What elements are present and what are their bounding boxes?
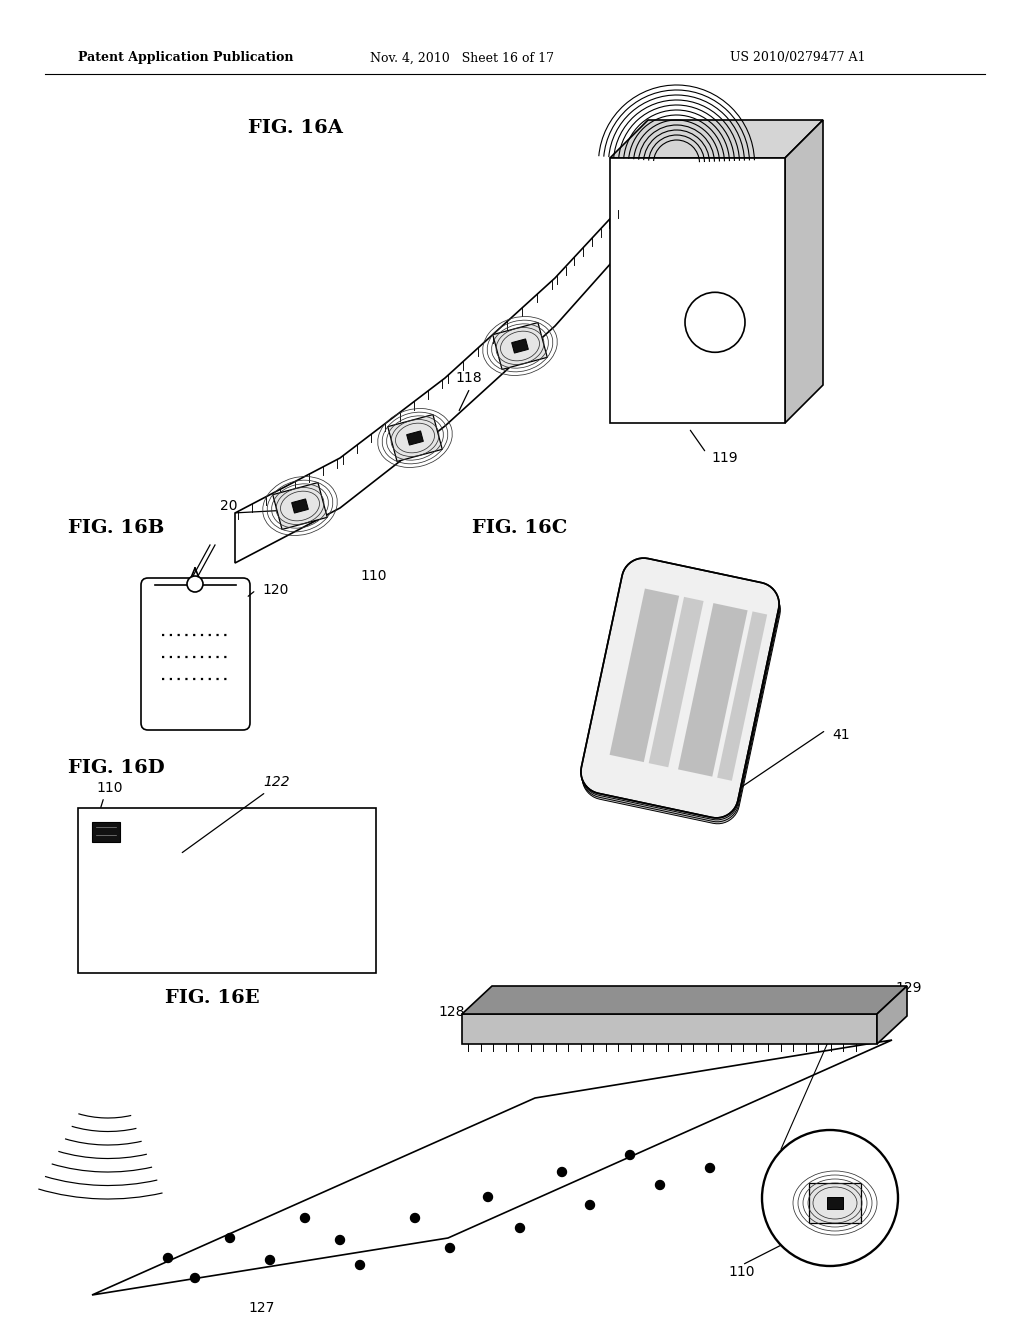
Polygon shape	[582, 560, 779, 820]
Bar	[78, 808, 376, 973]
Polygon shape	[292, 499, 308, 513]
Circle shape	[355, 1261, 365, 1270]
Polygon shape	[234, 209, 620, 564]
Text: 110: 110	[360, 569, 386, 583]
Circle shape	[300, 1213, 309, 1222]
Circle shape	[483, 1192, 493, 1201]
Text: Nov. 4, 2010   Sheet 16 of 17: Nov. 4, 2010 Sheet 16 of 17	[370, 51, 554, 65]
Polygon shape	[609, 589, 679, 762]
Text: 119: 119	[712, 451, 738, 465]
Text: 129: 129	[895, 981, 922, 995]
Polygon shape	[785, 120, 823, 422]
Circle shape	[225, 1233, 234, 1242]
Circle shape	[706, 1163, 715, 1172]
Polygon shape	[581, 558, 779, 818]
Circle shape	[164, 1254, 172, 1262]
Text: 128: 128	[438, 1005, 465, 1019]
Polygon shape	[493, 322, 547, 370]
Polygon shape	[648, 597, 703, 767]
Circle shape	[762, 1130, 898, 1266]
Text: 20: 20	[220, 499, 238, 513]
Polygon shape	[877, 986, 907, 1044]
Polygon shape	[462, 986, 907, 1014]
FancyBboxPatch shape	[141, 578, 250, 730]
Polygon shape	[717, 611, 767, 781]
Polygon shape	[610, 158, 785, 422]
Circle shape	[187, 576, 203, 591]
Circle shape	[626, 1151, 635, 1159]
Circle shape	[265, 1255, 274, 1265]
Text: FIG. 16B: FIG. 16B	[68, 519, 165, 537]
Circle shape	[515, 1224, 524, 1233]
Text: FIG. 16D: FIG. 16D	[68, 759, 165, 777]
Polygon shape	[512, 339, 528, 352]
Text: 110: 110	[728, 1265, 755, 1279]
Text: FIG. 16E: FIG. 16E	[165, 989, 260, 1007]
Bar	[92, 822, 120, 842]
Text: 122: 122	[263, 775, 290, 789]
Text: Patent Application Publication: Patent Application Publication	[78, 51, 294, 65]
Polygon shape	[272, 483, 328, 529]
Circle shape	[190, 1274, 200, 1283]
Polygon shape	[827, 1197, 843, 1209]
Polygon shape	[610, 120, 823, 158]
Text: FIG. 16A: FIG. 16A	[248, 119, 343, 137]
Text: FIG. 16C: FIG. 16C	[472, 519, 567, 537]
Text: US 2010/0279477 A1: US 2010/0279477 A1	[730, 51, 865, 65]
Text: 118: 118	[455, 371, 481, 385]
Circle shape	[445, 1243, 455, 1253]
Text: 41: 41	[831, 729, 850, 742]
Text: 120: 120	[262, 583, 289, 597]
Circle shape	[655, 1180, 665, 1189]
Circle shape	[557, 1167, 566, 1176]
Polygon shape	[678, 603, 748, 776]
Polygon shape	[388, 414, 442, 462]
Polygon shape	[582, 562, 780, 822]
Polygon shape	[407, 430, 423, 445]
Polygon shape	[462, 1014, 877, 1044]
Circle shape	[336, 1236, 344, 1245]
Circle shape	[586, 1200, 595, 1209]
Polygon shape	[809, 1183, 861, 1224]
Polygon shape	[92, 1040, 892, 1295]
Circle shape	[411, 1213, 420, 1222]
Polygon shape	[583, 564, 780, 824]
Text: 127: 127	[248, 1302, 274, 1315]
Text: 110: 110	[96, 781, 123, 795]
